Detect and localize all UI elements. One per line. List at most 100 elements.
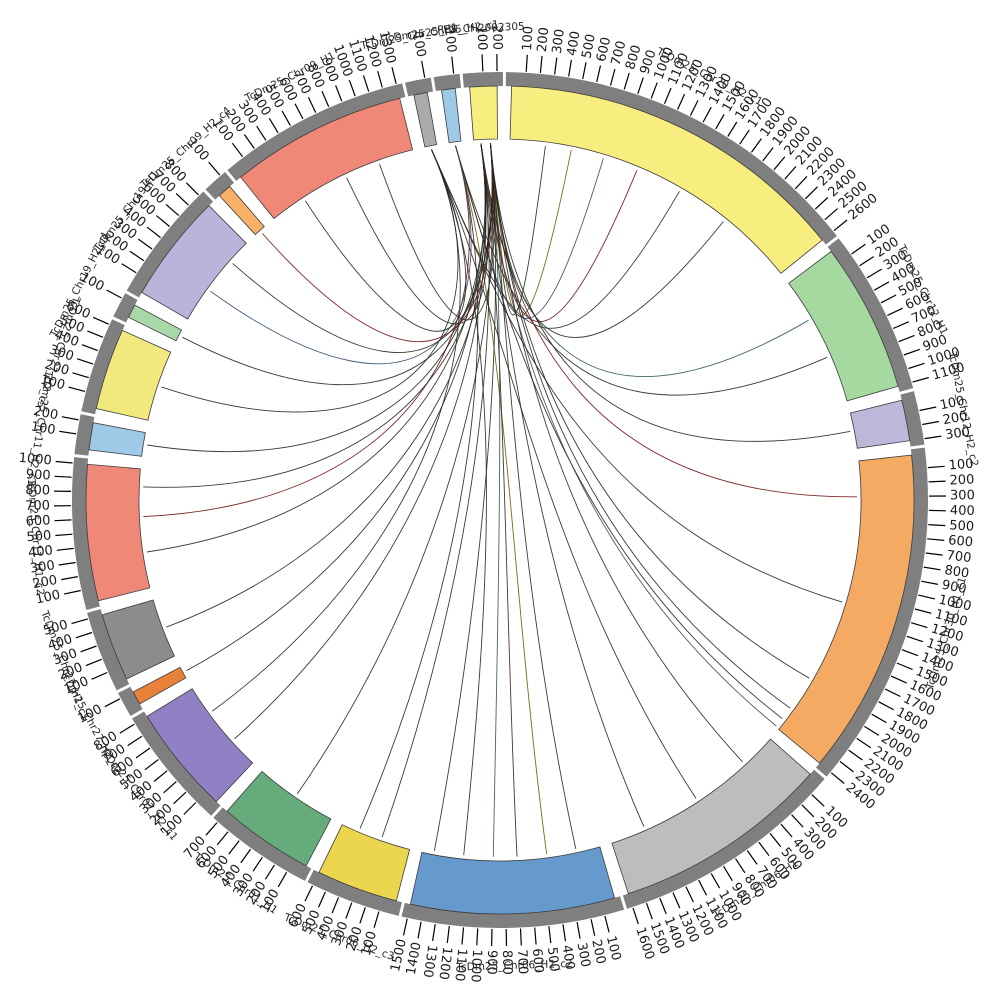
tick-mark <box>576 921 581 939</box>
tick-mark <box>525 54 528 72</box>
tick-mark <box>91 671 108 680</box>
segment-band-TcDm25_Chr01_H1 <box>226 770 332 867</box>
segment-band-TcDm25_Chr12_H2_c2 <box>849 399 911 449</box>
tick-mark <box>672 892 681 909</box>
tick-label: 500 <box>26 528 52 545</box>
tick-label: 500 <box>579 33 598 60</box>
tick-label: 200 <box>535 27 552 53</box>
segment-shadow <box>401 896 625 928</box>
tick-mark <box>582 62 587 80</box>
tick-mark <box>277 871 288 888</box>
tick-label: 600 <box>529 948 546 974</box>
tick-mark <box>75 631 93 639</box>
tick-mark <box>814 197 829 210</box>
tick-mark <box>596 65 602 83</box>
tick-label: 1200 <box>435 946 454 981</box>
segment-band-TcDm25_Chr27_H1_c1 <box>101 599 175 680</box>
tick-mark <box>76 358 94 365</box>
tick-label: 600 <box>594 36 614 64</box>
tick-label: 800 <box>25 483 50 498</box>
tick-mark <box>80 645 97 653</box>
tick-mark <box>61 416 79 421</box>
tick-mark <box>137 238 153 250</box>
tick-mark <box>127 735 143 747</box>
tick-label: 400 <box>559 944 577 971</box>
tick-label: 500 <box>949 518 975 534</box>
segment-band-TcDm25_Chr11_H2_c3 <box>88 422 146 457</box>
tick-label: 100 <box>359 930 380 958</box>
tick-mark <box>866 268 882 279</box>
segment-shadow <box>307 869 402 916</box>
tick-mark <box>345 902 353 919</box>
tick-mark <box>780 823 793 838</box>
segment-name-TcDm25_Chr01_H1: TcDm25_Chr01_H1 <box>191 850 280 917</box>
tick-mark <box>685 886 694 903</box>
tick-label: 1000 <box>937 592 973 614</box>
segment-band-TcDm25_Chr11_H1_c2 <box>85 463 151 602</box>
tick-mark <box>804 186 818 200</box>
tick-mark <box>906 635 924 643</box>
tick-label: 900 <box>25 467 51 483</box>
tick-mark <box>476 928 479 946</box>
tick-label: 700 <box>946 548 972 566</box>
tick-label: 100 <box>441 27 459 53</box>
tick-mark <box>317 891 326 908</box>
tick-mark <box>121 263 137 274</box>
chord-link <box>433 143 496 851</box>
tick-mark <box>914 608 932 614</box>
tick-label: 400 <box>950 503 975 519</box>
tick-mark <box>183 802 197 815</box>
tick-mark <box>451 56 455 74</box>
tick-mark <box>348 79 356 97</box>
tick-mark <box>63 589 81 595</box>
tick-mark <box>243 134 255 149</box>
chord-link <box>455 145 783 719</box>
segment-band-TcDm25_Chr19_H2_c4 <box>127 304 183 342</box>
segment-shadow <box>622 769 825 909</box>
segment-band-TcDm25_Chr06_H2_c3 <box>318 824 411 902</box>
tick-label: 200 <box>32 404 59 423</box>
tick-mark <box>892 321 910 330</box>
segment-band-TcDm25_Chr09_H2_c4 <box>218 185 265 236</box>
tick-mark <box>331 897 340 914</box>
chord-link <box>234 143 487 740</box>
tick-mark <box>519 928 522 946</box>
segment-shadow <box>87 609 130 691</box>
tick-label: 300 <box>574 941 593 968</box>
tick-mark <box>734 858 746 874</box>
tick-mark <box>421 60 426 78</box>
tick-mark <box>208 161 221 176</box>
tick-mark <box>901 649 919 657</box>
tick-mark <box>824 208 838 221</box>
tick-mark <box>609 68 616 86</box>
tick-mark <box>604 915 610 933</box>
tick-mark <box>784 166 797 180</box>
tick-mark <box>758 841 770 857</box>
tick-mark <box>231 142 244 158</box>
tick-mark <box>205 822 218 836</box>
tick-layer <box>53 53 947 947</box>
tick-label: 500 <box>42 617 70 638</box>
tick-mark <box>919 406 937 412</box>
tick-label: 200 <box>588 938 608 965</box>
tick-mark <box>908 362 925 370</box>
tick-mark <box>446 925 450 943</box>
tick-label: 700 <box>514 949 530 975</box>
tick-label: 900 <box>484 950 499 975</box>
tick-mark <box>56 547 74 551</box>
tick-mark <box>702 106 712 123</box>
tick-mark <box>72 372 89 379</box>
tick-mark <box>359 907 366 924</box>
segment-shadow <box>462 71 503 88</box>
tick-mark <box>281 110 291 126</box>
segment-band-TcDm25_Chr30_H1_c1 <box>778 454 915 764</box>
segment-band-TcDm25_Chr19_H1 <box>141 205 247 320</box>
tick-label: 300 <box>950 488 975 503</box>
tick-mark <box>216 831 229 846</box>
tick-mark <box>144 759 159 771</box>
tick-mark <box>562 924 567 942</box>
tick-mark <box>68 386 86 392</box>
tick-label: 700 <box>25 499 50 514</box>
tick-label: 100 <box>948 457 974 474</box>
tick-mark <box>185 182 199 196</box>
